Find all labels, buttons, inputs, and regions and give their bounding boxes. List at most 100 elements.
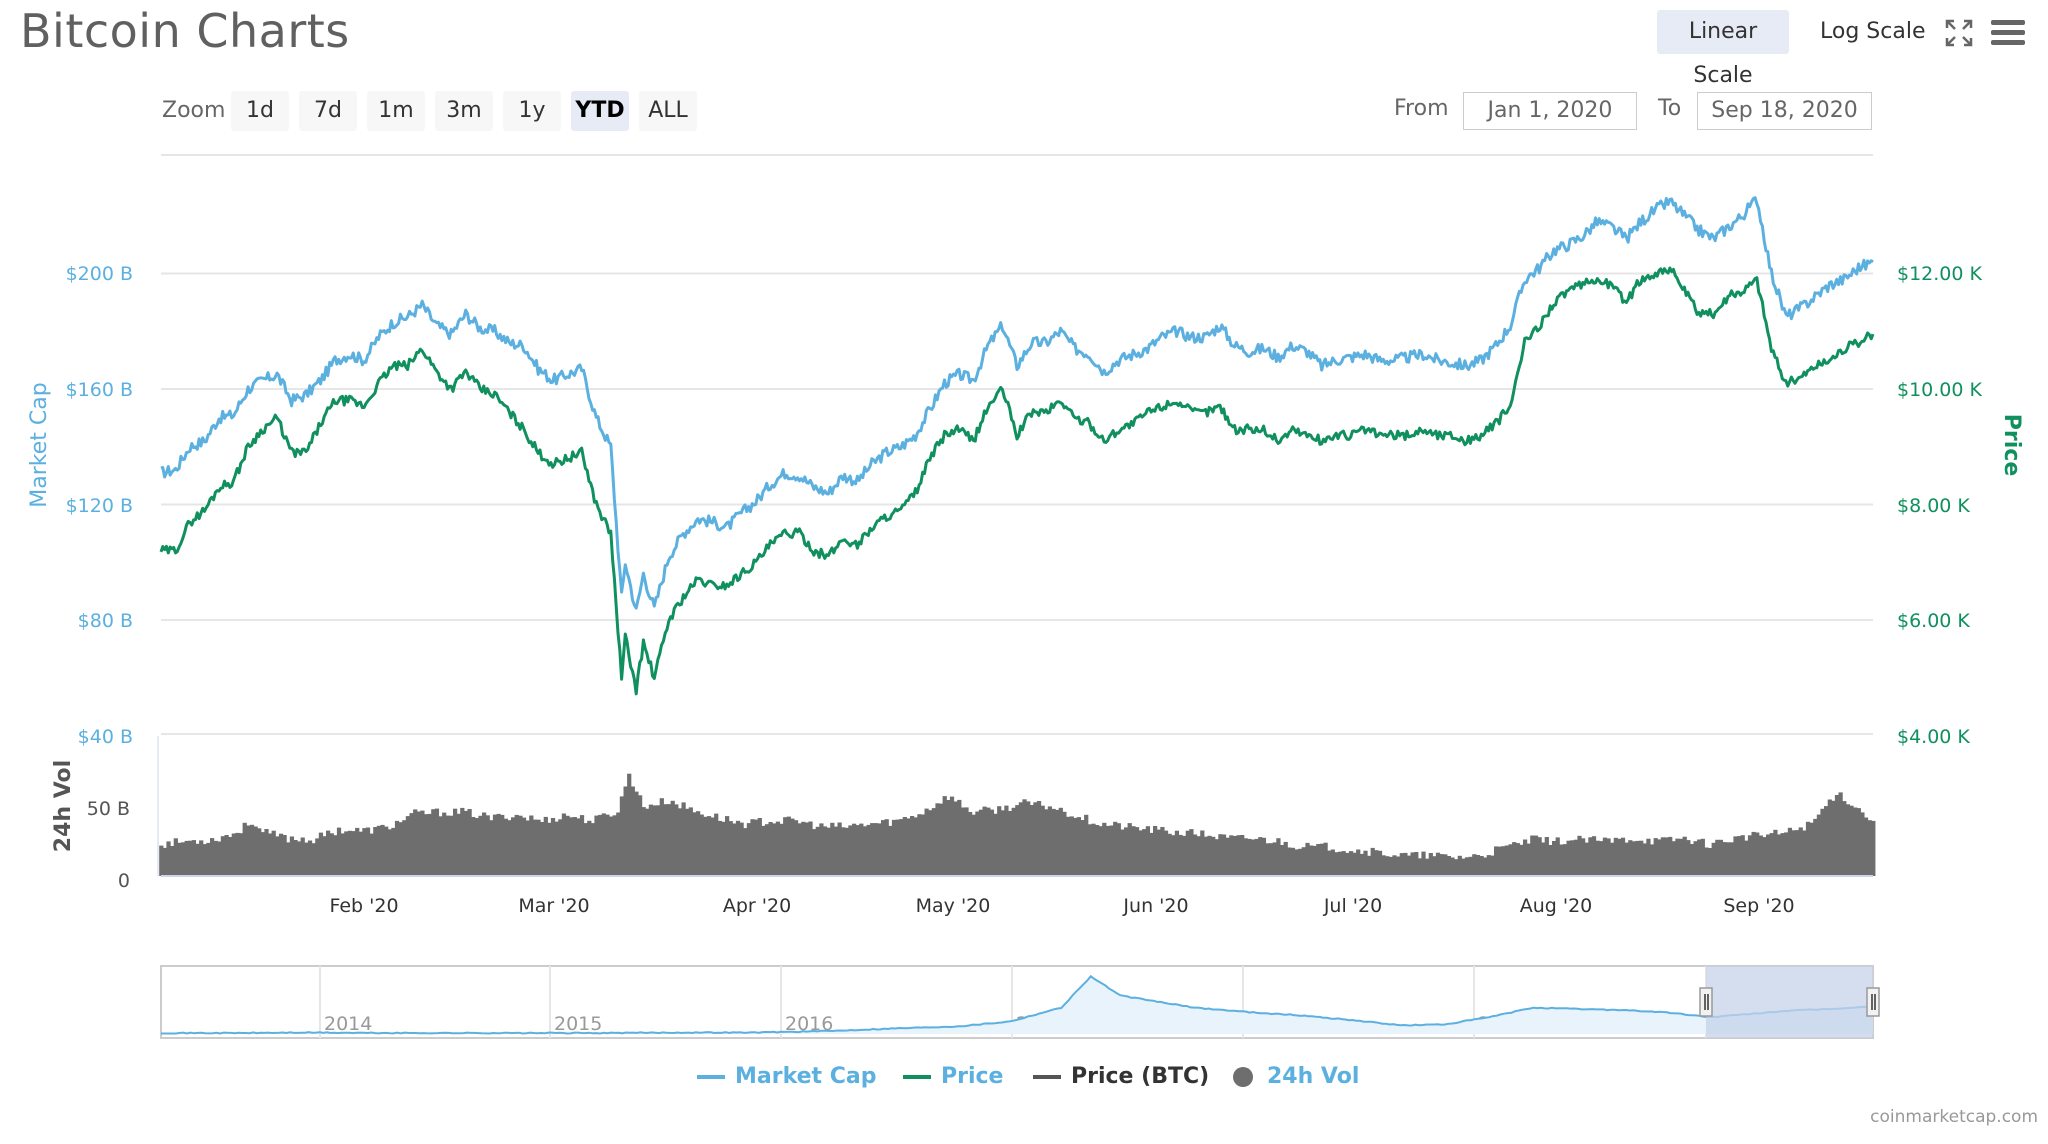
navigator-right-handle[interactable] [1866, 987, 1880, 1017]
zoom-ytd-button[interactable]: YTD [571, 91, 629, 131]
zoom-1d-button[interactable]: 1d [231, 91, 289, 131]
volume-column [939, 803, 944, 876]
volume-column [1711, 842, 1716, 876]
volume-column [228, 837, 233, 876]
log-scale-button[interactable]: Log Scale [1820, 19, 1926, 44]
to-date-input[interactable] [1697, 92, 1872, 130]
volume-column [590, 823, 596, 876]
volume-column [1276, 838, 1281, 876]
volume-column [536, 819, 541, 876]
navigator[interactable]: 2014201520162017201820192020 [160, 965, 1880, 1039]
volume-column [1269, 843, 1274, 876]
volume-column [1124, 827, 1129, 876]
volume-column [391, 827, 396, 876]
volume-column [852, 823, 857, 876]
volume-column [329, 833, 334, 876]
volume-column [293, 840, 298, 876]
volume-column [1280, 845, 1285, 876]
zoom-all-button[interactable]: ALL [639, 91, 697, 131]
x-tick-sep: Sep '20 [1723, 895, 1794, 917]
volume-column [1287, 847, 1292, 876]
volume-column [1689, 844, 1695, 876]
zoom-1y-button[interactable]: 1y [503, 91, 561, 131]
volume-column [1646, 838, 1651, 876]
volume-column [206, 842, 211, 876]
volume-column [387, 829, 392, 876]
volume-column [1668, 836, 1673, 876]
volume-column [159, 845, 164, 876]
navigator-line [161, 974, 1874, 1035]
fullscreen-icon[interactable] [1944, 18, 1974, 48]
volume-column [656, 805, 661, 876]
volume-column [231, 833, 236, 876]
navigator-year-label: 2016 [785, 1013, 833, 1035]
navigator-area [161, 976, 1873, 1034]
volume-column [1182, 835, 1187, 876]
x-tick-aug: Aug '20 [1520, 895, 1593, 917]
volume-column [616, 812, 621, 876]
volume-column [772, 823, 777, 876]
volume-column [518, 815, 523, 876]
from-date-input[interactable] [1463, 92, 1637, 130]
volume-axis-title: 24h Vol [51, 760, 76, 852]
volume-column [1472, 854, 1477, 876]
volume-column [902, 817, 907, 876]
credits-link[interactable]: coinmarketcap.com [1870, 1107, 2038, 1127]
volume-column [569, 817, 574, 876]
volume-column [398, 822, 403, 876]
volume-column [1131, 826, 1136, 876]
volume-column [1185, 830, 1190, 876]
volume-column [1577, 835, 1582, 876]
legend-line-icon [697, 1074, 725, 1079]
legend-price-btc[interactable]: Price (BTC) [1033, 1064, 1209, 1089]
volume-column [1443, 854, 1448, 876]
volume-column [968, 812, 973, 876]
volume-column [1356, 849, 1361, 876]
volume-column [1298, 848, 1303, 876]
volume-column [583, 823, 588, 876]
legend-market-cap[interactable]: Market Cap [697, 1064, 876, 1089]
zoom-3m-button[interactable]: 3m [435, 91, 493, 131]
volume-column [1163, 830, 1169, 876]
volume-column [1232, 836, 1238, 876]
volume-column [935, 803, 940, 876]
volume-column [797, 823, 802, 876]
volume-column [696, 811, 701, 876]
volume-column [786, 816, 791, 876]
volume-column [445, 815, 450, 876]
volume-column [1156, 829, 1161, 876]
from-label: From [1394, 96, 1449, 121]
legend-24h-vol[interactable]: 24h Vol [1233, 1064, 1359, 1089]
navigator-selected-range[interactable] [1706, 966, 1873, 1038]
volume-column [1464, 857, 1470, 876]
navigator-left-handle[interactable] [1699, 987, 1713, 1017]
volume-column [1519, 844, 1524, 876]
volume-column [311, 843, 316, 876]
volume-column [692, 812, 697, 876]
linear-scale-button[interactable]: Linear Scale [1657, 10, 1789, 88]
volume-column [1733, 836, 1738, 876]
volume-column [612, 815, 617, 876]
volume-column [1069, 816, 1074, 876]
hamburger-menu-icon[interactable] [1990, 18, 2026, 48]
volume-column [1704, 847, 1709, 876]
volume-column [1432, 856, 1437, 876]
volume-column [1617, 838, 1622, 876]
zoom-1m-button[interactable]: 1m [367, 91, 425, 131]
volume-column [1490, 855, 1495, 876]
volume-column [1439, 854, 1444, 876]
zoom-label: Zoom [162, 98, 226, 123]
volume-column [260, 832, 265, 876]
volume-column [808, 821, 813, 876]
volume-column [1809, 822, 1814, 876]
legend-price[interactable]: Price [903, 1064, 1003, 1089]
volume-column [764, 824, 770, 876]
volume-column [1203, 836, 1209, 876]
volume-column [1635, 840, 1640, 876]
volume-column [1309, 845, 1314, 876]
zoom-7d-button[interactable]: 7d [299, 91, 357, 131]
main-series [159, 196, 1875, 696]
volume-column [732, 823, 737, 876]
volume-column [282, 835, 287, 876]
